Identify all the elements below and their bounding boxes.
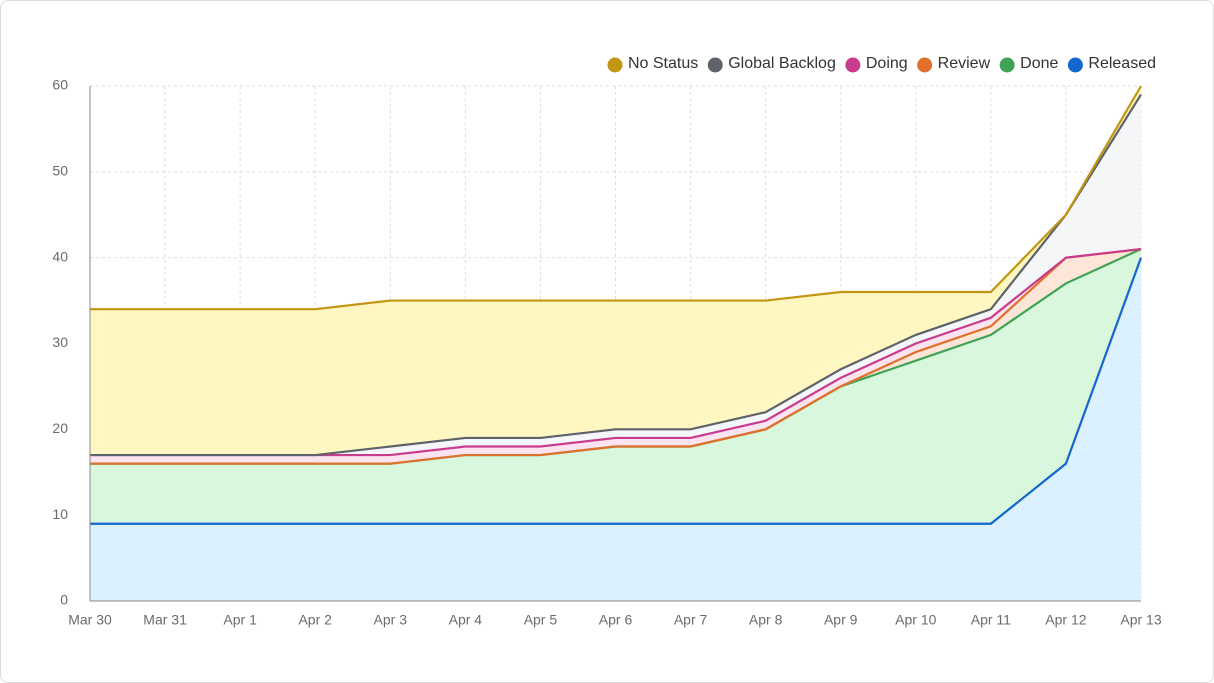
- line: [90, 85, 1142, 311]
- x-tick-label: Apr 6: [599, 612, 633, 628]
- legend-marker: [1067, 57, 1083, 73]
- x-tick-label: Apr 12: [1045, 612, 1086, 628]
- area: [90, 86, 1141, 456]
- legend-label: Global Backlog: [728, 55, 836, 72]
- y-tick-label: 40: [52, 248, 68, 264]
- areas: [90, 86, 1141, 601]
- y-tick-label: 30: [52, 334, 68, 350]
- x-tick-label: Apr 1: [223, 612, 257, 628]
- legend-label: Done: [1020, 55, 1058, 72]
- line: [90, 257, 1143, 525]
- legend-label: Doing: [866, 55, 908, 72]
- legend-marker: [999, 57, 1015, 73]
- y-tick-label: 50: [52, 163, 68, 179]
- x-tick-label: Apr 2: [298, 612, 332, 628]
- x-tick-label: Apr 5: [524, 612, 558, 628]
- y-tick-label: 60: [52, 77, 68, 93]
- legend-marker: [917, 57, 933, 73]
- x-tick-label: Apr 10: [895, 612, 936, 628]
- area: [90, 257, 1141, 601]
- y-tick-label: 10: [52, 506, 68, 522]
- x-tick-label: Mar 31: [143, 612, 187, 628]
- x-tick-label: Apr 11: [971, 612, 1011, 628]
- legend-marker: [707, 57, 723, 73]
- lines: [90, 85, 1143, 525]
- x-tick-label: Apr 3: [374, 612, 408, 628]
- x-tick-label: Apr 8: [749, 612, 783, 628]
- legend-label: Review: [938, 55, 991, 72]
- x-tick-label: Apr 13: [1120, 612, 1161, 628]
- y-tick-label: 20: [52, 420, 68, 436]
- legend-marker: [845, 57, 861, 73]
- y-tick-label: 0: [60, 592, 68, 608]
- x-tick-label: Apr 4: [449, 612, 483, 628]
- legend-label: No Status: [628, 55, 698, 72]
- line: [90, 94, 1142, 457]
- x-tick-label: Mar 30: [68, 612, 112, 628]
- x-tick-label: Apr 7: [674, 612, 708, 628]
- area: [90, 249, 1141, 524]
- legend-marker: [607, 57, 623, 73]
- legend: Released Done Review Doing Global Backlog No …: [607, 55, 1156, 73]
- legend-label: Released: [1088, 55, 1156, 72]
- line: [90, 247, 1142, 465]
- x-tick-label: Apr 9: [824, 612, 858, 628]
